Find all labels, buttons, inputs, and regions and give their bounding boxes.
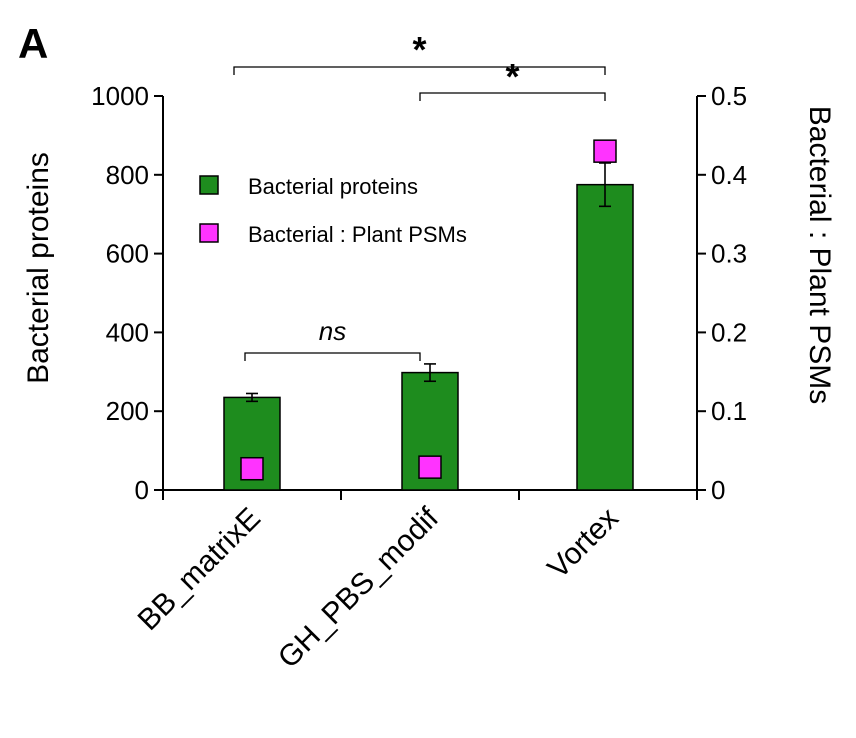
y-left-tick-label: 1000 — [91, 81, 149, 111]
legend-label-bacterial-proteins: Bacterial proteins — [248, 174, 418, 199]
ratio-marker — [240, 456, 264, 481]
y-axis-label-left: Bacterial proteins — [22, 152, 55, 384]
y-right-tick-label: 0.4 — [711, 160, 747, 190]
y-axis-label-right: Bacterial : Plant PSMs — [803, 106, 836, 404]
x-category-label: Vortex — [541, 502, 624, 585]
significance-label: ns — [319, 316, 346, 346]
significance-bracket — [244, 352, 421, 361]
legend: Bacterial proteins Bacterial : Plant PSM… — [199, 174, 467, 247]
legend-swatch-ratio — [199, 223, 219, 243]
ratio-markers — [240, 139, 617, 481]
y-right-tick-label: 0.5 — [711, 81, 747, 111]
panel-label: A — [18, 20, 48, 67]
x-category-label: GH_PBS_modif — [272, 501, 446, 675]
y-left-tick-label: 800 — [106, 160, 149, 190]
y-left-tick-label: 200 — [106, 396, 149, 426]
y-right-tick-label: 0.1 — [711, 396, 747, 426]
x-category-label: BB_matrixE — [132, 502, 267, 637]
bar — [401, 371, 459, 491]
legend-swatch-bacterial-proteins — [199, 175, 219, 195]
bars — [223, 183, 634, 491]
y-left-tick-label: 0 — [135, 475, 149, 505]
y-right-tick-label: 0 — [711, 475, 725, 505]
y-right-tick-label: 0.3 — [711, 239, 747, 269]
error-bars — [246, 162, 611, 403]
legend-label-ratio: Bacterial : Plant PSMs — [248, 222, 467, 247]
y-left-tick-label: 600 — [106, 239, 149, 269]
significance-bracket — [233, 66, 606, 75]
significance-bracket — [419, 92, 606, 101]
significance-brackets: * * ns — [233, 29, 606, 361]
bar — [576, 183, 634, 491]
y-right-tick-label: 0.2 — [711, 317, 747, 347]
significance-label: * — [412, 29, 426, 70]
y-left-tick-label: 400 — [106, 317, 149, 347]
ratio-marker — [418, 455, 442, 479]
ratio-marker — [593, 139, 617, 163]
significance-label: * — [505, 56, 519, 97]
